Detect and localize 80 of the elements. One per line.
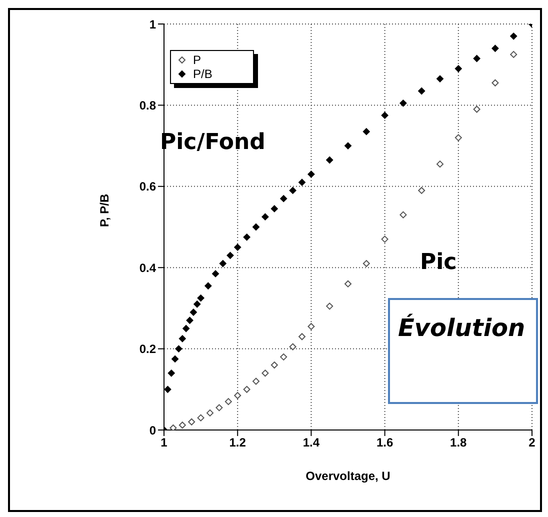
point xyxy=(204,282,212,290)
point xyxy=(182,325,190,332)
point xyxy=(270,362,278,369)
point xyxy=(178,422,186,429)
x-tick-label: 1.8 xyxy=(450,436,468,450)
point xyxy=(170,424,177,430)
text-box: Évolution xyxy=(388,298,538,404)
point xyxy=(270,205,278,212)
legend-label: P xyxy=(193,53,202,67)
point xyxy=(234,392,242,399)
point xyxy=(219,260,226,268)
y-axis-title: P, P/B xyxy=(97,194,112,227)
point xyxy=(298,178,306,186)
point xyxy=(362,260,370,268)
point xyxy=(400,211,407,218)
point xyxy=(262,370,269,377)
point xyxy=(197,414,204,422)
point xyxy=(289,343,296,350)
point xyxy=(492,79,499,86)
point xyxy=(172,355,179,362)
point xyxy=(400,100,407,107)
point xyxy=(418,87,426,94)
point xyxy=(197,294,204,302)
point xyxy=(188,418,196,426)
y-tick-label: 1 xyxy=(149,17,156,32)
point xyxy=(454,65,462,72)
point xyxy=(473,55,480,62)
point xyxy=(280,195,288,202)
point xyxy=(344,280,352,288)
point xyxy=(298,333,306,340)
point xyxy=(308,322,315,330)
point xyxy=(280,353,288,360)
y-tick-label: 0 xyxy=(149,423,156,438)
x-tick-label: 1.2 xyxy=(229,436,246,450)
point xyxy=(226,252,234,259)
point xyxy=(252,378,260,385)
point xyxy=(344,142,352,150)
x-tick-label: 1.6 xyxy=(376,436,394,450)
point xyxy=(436,75,444,82)
point xyxy=(164,386,172,393)
point xyxy=(194,300,201,308)
point xyxy=(262,213,269,220)
point xyxy=(212,270,220,278)
point xyxy=(190,308,197,316)
point xyxy=(175,345,182,352)
legend-label: P/B xyxy=(193,67,212,81)
point xyxy=(362,128,370,136)
point xyxy=(418,186,426,194)
point xyxy=(224,398,232,406)
y-tick-label: 0.8 xyxy=(139,98,156,112)
y-tick-label: 0.4 xyxy=(139,260,156,275)
point xyxy=(473,106,480,113)
point xyxy=(289,186,296,194)
annotation: Pic xyxy=(420,250,457,275)
x-tick-label: 2 xyxy=(528,436,536,450)
point xyxy=(206,409,214,416)
point xyxy=(178,335,186,342)
point xyxy=(326,156,334,164)
x-axis-title: Overvoltage, U xyxy=(306,469,390,483)
x-tick-label: 1.4 xyxy=(302,436,320,450)
point xyxy=(510,50,518,58)
point xyxy=(168,370,175,377)
point xyxy=(186,316,194,324)
point xyxy=(381,112,388,119)
point xyxy=(381,236,388,243)
x-tick-label: 1 xyxy=(160,436,168,450)
point xyxy=(492,44,499,52)
point xyxy=(243,386,250,393)
point xyxy=(326,302,334,310)
point xyxy=(436,160,444,168)
point xyxy=(510,32,518,40)
point xyxy=(234,244,242,251)
annotation: Évolution xyxy=(397,312,526,342)
point xyxy=(243,234,250,241)
point xyxy=(454,134,462,142)
point xyxy=(308,170,315,178)
point xyxy=(252,224,260,230)
y-tick-label: 0.2 xyxy=(139,342,156,356)
y-tick-label: 0.6 xyxy=(139,180,156,194)
point xyxy=(216,404,223,412)
